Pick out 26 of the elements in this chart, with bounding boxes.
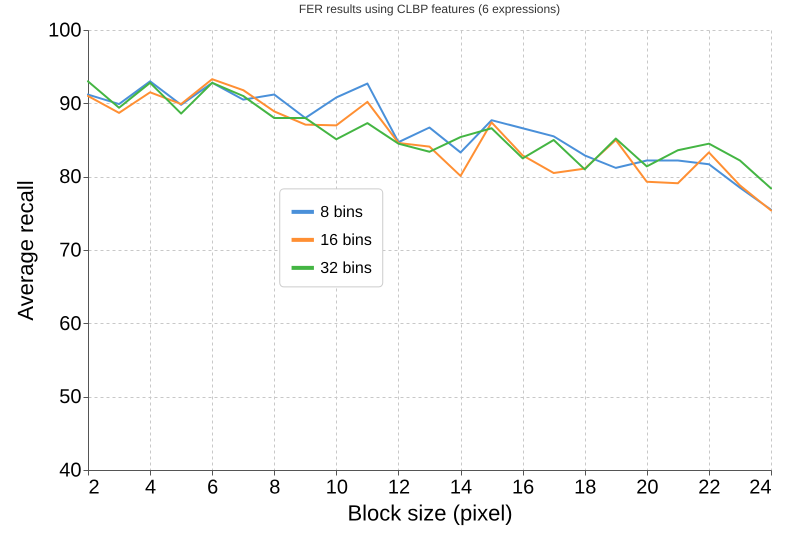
y-tick-label: 40 (59, 460, 82, 482)
legend-label: 8 bins (320, 204, 363, 221)
y-tick-label: 100 (48, 20, 82, 42)
y-tick-label: 70 (59, 240, 82, 262)
x-tick-label: 2 (88, 476, 100, 498)
legend-label: 16 bins (320, 232, 372, 249)
chart-title: FER results using CLBP features (6 expressions) (298, 2, 560, 16)
line-series (87, 80, 772, 190)
y-axis-title: Average recall (13, 180, 38, 321)
y-tick-label: 90 (59, 92, 82, 115)
x-tick-label: 12 (388, 476, 410, 498)
legend-label: 32 bins (320, 260, 372, 277)
y-tick-label: 50 (59, 386, 82, 408)
x-tick-label: 16 (512, 476, 534, 498)
y-tick-label: 80 (59, 166, 82, 188)
x-axis-title: Block size (pixel) (347, 500, 513, 526)
x-tick-label: 4 (145, 476, 156, 498)
y-tick-label: 60 (59, 312, 82, 335)
x-tick-label: 22 (698, 476, 721, 498)
x-tick-label: 20 (636, 476, 658, 498)
x-tick-label: 8 (269, 476, 280, 498)
x-tick-label: 14 (450, 476, 472, 498)
x-tick-label: 6 (207, 476, 218, 498)
x-tick-label: 10 (326, 476, 348, 498)
x-tick-label: 18 (574, 476, 596, 498)
x-tick-label: 24 (749, 476, 772, 498)
